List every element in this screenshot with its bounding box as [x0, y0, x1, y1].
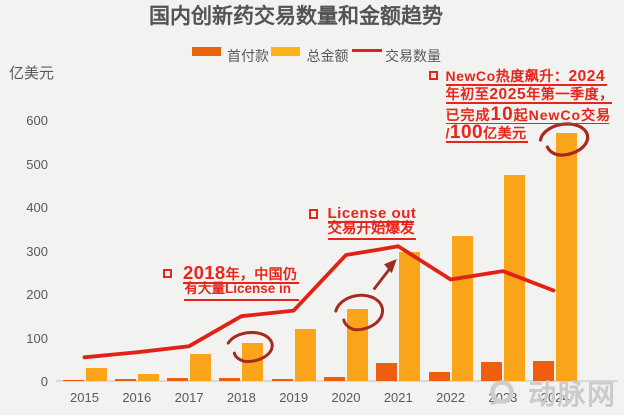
- svg-text:动脉网: 动脉网: [528, 379, 617, 410]
